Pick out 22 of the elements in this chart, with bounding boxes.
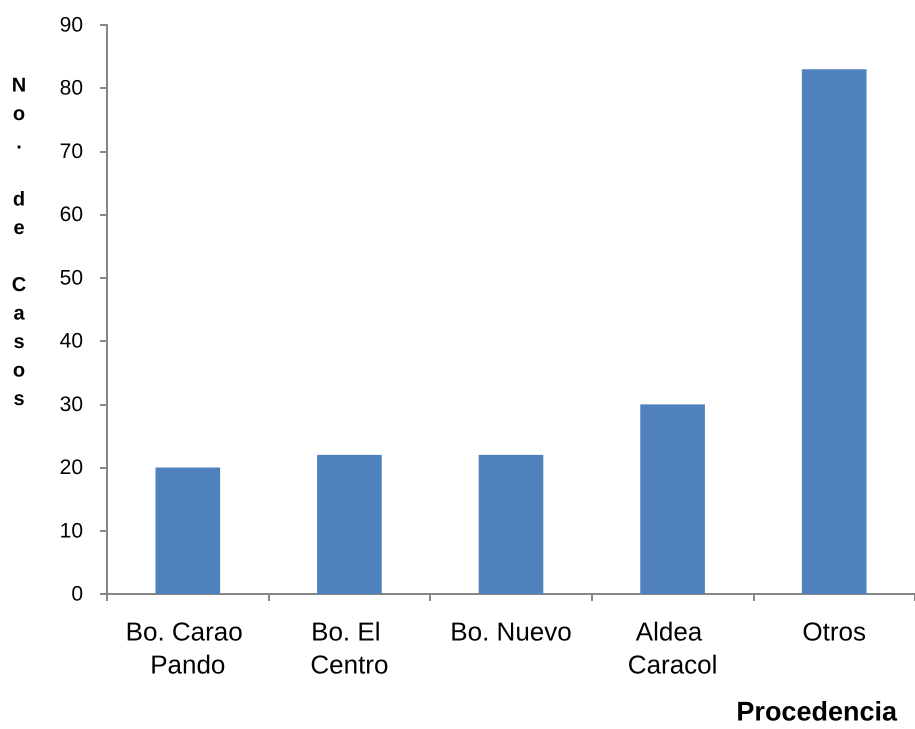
y-tick-label: 50 <box>60 266 83 290</box>
bar <box>478 454 544 594</box>
y-tick-label: 70 <box>60 140 83 163</box>
y-tick-label: 0 <box>71 582 83 606</box>
y-tick-label: 40 <box>60 330 83 353</box>
y-tick-label: 20 <box>60 456 83 480</box>
y-tick-label: 60 <box>60 203 83 226</box>
x-axis-title: Procedencia <box>736 696 898 726</box>
bar <box>640 404 705 594</box>
y-tick-label: 80 <box>60 76 83 100</box>
text: No. de Casos <box>12 74 26 410</box>
y-tick-label: 10 <box>60 519 83 542</box>
x-tick-label: Bo. El Centro <box>310 616 388 680</box>
x-tick-label: Aldea Caracol <box>628 616 718 680</box>
x-tick-label: Bo. Nuevo <box>450 616 572 646</box>
bar <box>155 468 220 594</box>
bar <box>317 454 382 594</box>
x-tick-label: Bo. Carao Pando <box>126 616 250 680</box>
y-tick-label: 90 <box>60 14 83 36</box>
bar <box>802 69 867 594</box>
y-tick-label: 30 <box>60 392 83 416</box>
x-tick-label: Otros <box>802 616 866 646</box>
